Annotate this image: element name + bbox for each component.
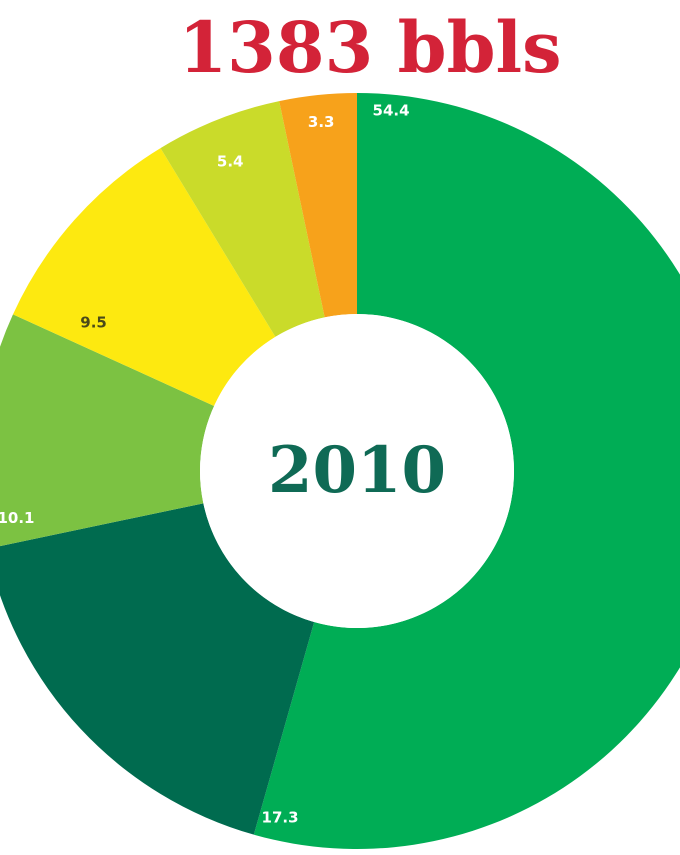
donut-hole — [200, 314, 514, 628]
slice-labels: 54.4 17.3 10.1 9.5 5.4 3.3 — [0, 101, 410, 826]
slice-1 — [0, 503, 315, 835]
slice-label-5: 3.3 — [308, 113, 335, 131]
chart-title: 1383 bbls — [178, 6, 561, 89]
slice-label-3: 9.5 — [80, 313, 107, 331]
slice-4 — [160, 101, 325, 337]
slice-3 — [12, 148, 276, 406]
slice-2 — [0, 314, 215, 547]
donut-slices — [0, 93, 680, 849]
slice-5 — [279, 93, 357, 318]
slice-label-4: 5.4 — [217, 152, 244, 170]
slice-0 — [253, 93, 680, 849]
slice-label-1: 17.3 — [262, 809, 299, 827]
slice-label-2: 10.1 — [0, 509, 34, 527]
center-year-label: 2010 — [268, 433, 446, 508]
slice-label-0: 54.4 — [373, 101, 410, 119]
